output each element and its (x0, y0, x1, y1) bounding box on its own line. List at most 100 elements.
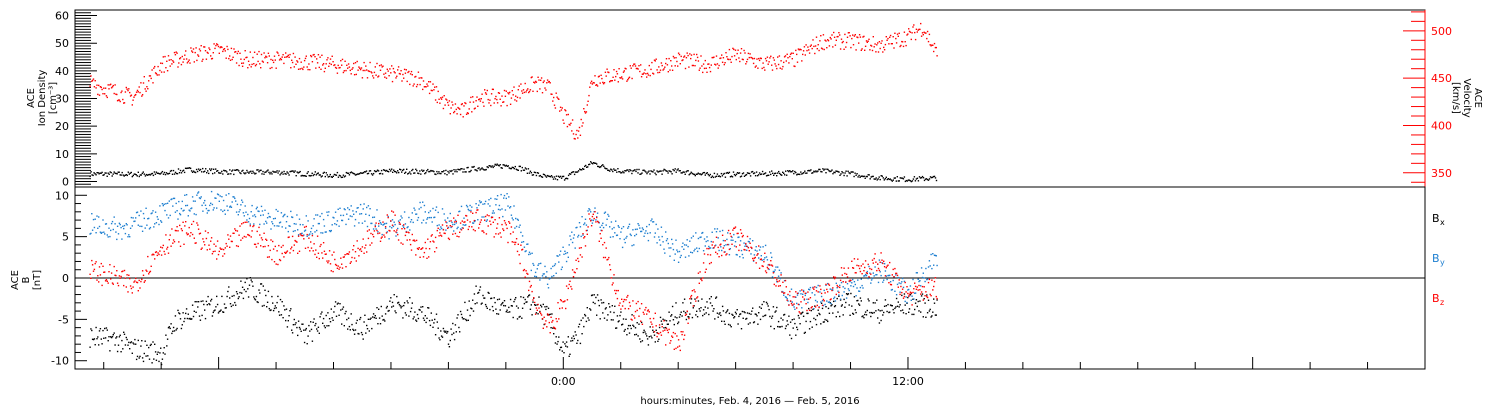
data-point-Bz (860, 265, 862, 267)
data-point-Bz (256, 230, 258, 233)
data-point-velocity (528, 90, 531, 93)
data-point-Bz (903, 295, 906, 298)
data-point-Bz (109, 264, 111, 266)
data-point-velocity (175, 51, 177, 53)
data-point-velocity (285, 52, 287, 54)
data-point-density (248, 172, 250, 174)
data-point-Bz (271, 258, 273, 261)
data-point-velocity (637, 68, 639, 70)
data-point-Bx (296, 326, 298, 329)
data-point-Bz (888, 282, 890, 284)
data-point-Bx (356, 319, 358, 322)
data-point-density (214, 172, 216, 174)
data-point-By (223, 209, 226, 211)
data-point-By (545, 275, 547, 278)
data-point-Bx (161, 358, 164, 360)
data-point-By (571, 231, 573, 233)
data-point-By (654, 232, 656, 234)
data-point-Bx (603, 317, 606, 319)
data-point-velocity (107, 84, 109, 86)
data-point-density (618, 171, 620, 173)
data-point-Bx (746, 317, 748, 320)
data-point-Bx (892, 308, 894, 311)
data-point-By (601, 224, 603, 227)
data-point-velocity (760, 57, 762, 60)
data-point-velocity (378, 75, 380, 77)
data-point-Bz (881, 259, 883, 261)
data-point-density (735, 173, 738, 175)
data-point-velocity (114, 84, 116, 86)
data-point-velocity (528, 91, 530, 94)
data-point-Bz (507, 241, 509, 244)
data-point-Bz (461, 220, 463, 222)
data-point-density (669, 170, 671, 172)
data-point-velocity (280, 58, 283, 61)
data-point-Bx (571, 337, 573, 339)
data-point-Bx (551, 313, 553, 315)
data-point-By (542, 273, 544, 275)
data-point-density (796, 174, 798, 176)
data-point-Bz (575, 259, 577, 261)
data-point-Bz (883, 260, 885, 262)
data-point-By (605, 224, 607, 226)
data-point-density (739, 176, 742, 178)
data-point-velocity (229, 55, 231, 57)
data-point-velocity (649, 74, 651, 77)
data-point-density (903, 176, 906, 178)
data-point-By (534, 271, 537, 274)
data-point-By (804, 294, 806, 297)
data-point-density (897, 180, 899, 182)
data-point-Bx (616, 315, 619, 317)
data-point-Bx (911, 313, 913, 316)
data-point-By (666, 238, 669, 240)
data-point-Bx (845, 301, 847, 304)
data-point-Bx (337, 302, 339, 304)
data-point-Bz (504, 222, 507, 224)
data-point-By (197, 191, 200, 193)
data-point-Bx (879, 310, 881, 312)
data-point-By (775, 266, 777, 268)
data-point-By (226, 205, 228, 207)
data-point-velocity (487, 98, 489, 101)
data-point-Bx (235, 304, 237, 306)
data-point-Bx (708, 313, 710, 316)
data-point-By (657, 228, 659, 230)
data-point-density (359, 172, 362, 174)
data-point-density (888, 178, 890, 181)
data-point-By (802, 293, 804, 295)
data-point-density (244, 173, 246, 175)
data-point-density (775, 172, 777, 174)
data-point-density (913, 176, 916, 178)
data-point-Bx (376, 307, 378, 309)
data-point-Bx (646, 338, 649, 340)
data-point-Bx (903, 293, 906, 295)
data-point-density (721, 175, 724, 177)
data-point-velocity (495, 95, 497, 98)
data-point-Bz (261, 239, 264, 241)
data-point-By (228, 193, 230, 195)
data-point-density (310, 174, 312, 177)
data-point-velocity (822, 34, 825, 36)
data-point-density (895, 180, 897, 182)
data-point-velocity (478, 98, 480, 101)
data-point-velocity (298, 57, 301, 60)
data-point-Bx (245, 290, 247, 293)
data-point-Bx (771, 317, 773, 319)
data-point-By (189, 210, 191, 212)
data-point-Bx (432, 326, 434, 328)
data-point-Bz (425, 247, 427, 250)
data-point-Bz (753, 257, 756, 259)
data-point-Bz (757, 253, 759, 255)
data-point-velocity (488, 102, 490, 104)
data-point-Bx (655, 329, 657, 331)
data-point-velocity (445, 98, 447, 100)
data-point-By (514, 227, 516, 229)
data-point-Bx (348, 325, 351, 328)
data-point-density (594, 162, 596, 164)
data-point-By (852, 285, 855, 288)
data-point-density (138, 175, 140, 178)
data-point-Bx (803, 332, 806, 334)
data-point-Bx (605, 307, 607, 309)
data-point-Bx (894, 307, 896, 310)
data-point-Bx (876, 299, 878, 301)
